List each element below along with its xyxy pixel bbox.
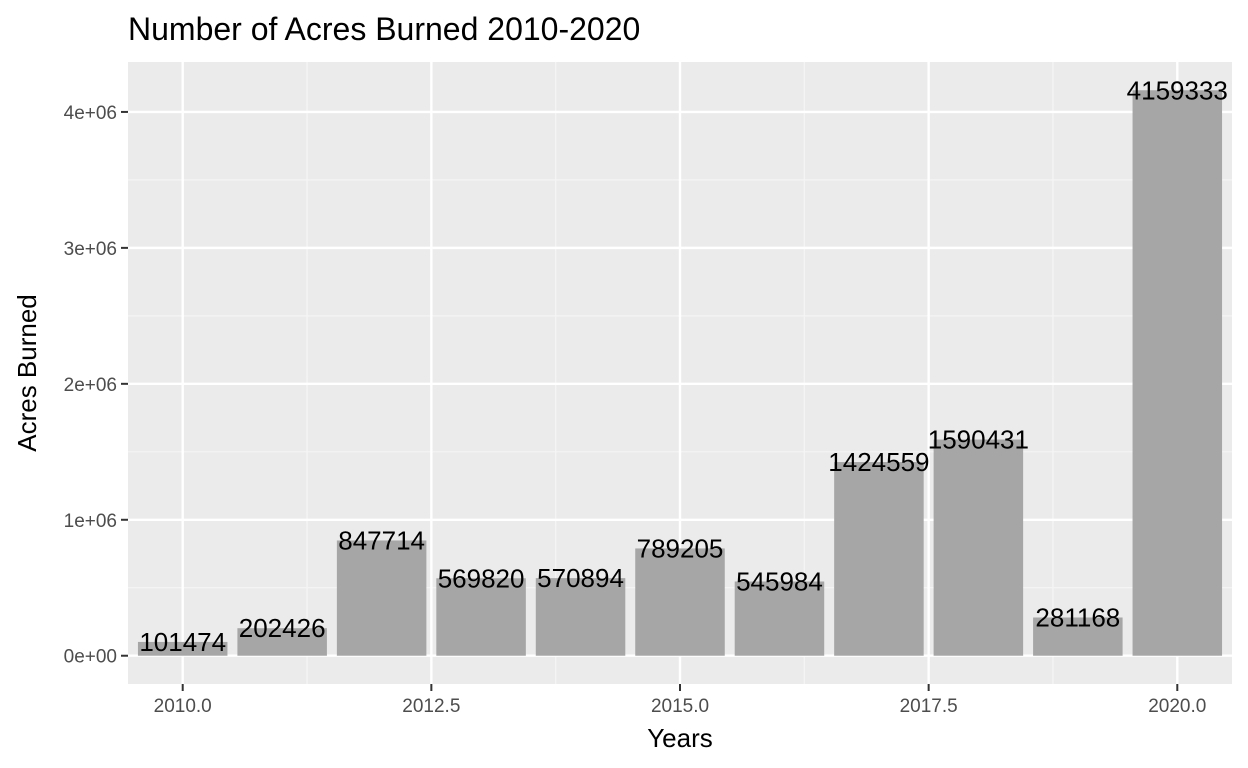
bar (535, 578, 626, 656)
bars (137, 90, 1223, 656)
data-label: 101474 (139, 627, 226, 657)
data-label: 569820 (438, 563, 525, 593)
data-label: 847714 (338, 525, 425, 555)
bar (734, 581, 825, 656)
y-tick-label: 0e+00 (64, 647, 117, 668)
x-axis: 2010.0 2012.5 2015.0 2017.5 2020.0 (154, 684, 1206, 717)
y-axis-title: Acres Burned (12, 294, 42, 452)
bar (436, 578, 526, 656)
bar (336, 540, 427, 656)
x-tick-label: 2012.5 (402, 696, 460, 717)
data-label: 1424559 (828, 447, 929, 477)
data-label: 4159333 (1127, 75, 1228, 105)
data-label: 570894 (537, 563, 624, 593)
data-label: 789205 (637, 533, 724, 563)
data-label: 202426 (239, 613, 326, 643)
data-labels: 101474 202426 847714 569820 570894 789205 5459… (139, 75, 1228, 657)
y-tick-label: 3e+06 (64, 239, 117, 260)
bar (237, 628, 327, 656)
bar (137, 641, 228, 656)
x-tick-label: 2010.0 (154, 696, 212, 717)
x-tick-label: 2017.5 (900, 696, 958, 717)
x-axis-title: Years (647, 723, 713, 753)
y-tick-label: 1e+06 (64, 511, 117, 532)
x-tick-label: 2020.0 (1148, 696, 1206, 717)
data-label: 281168 (1035, 603, 1120, 633)
major-gridlines (128, 62, 1232, 684)
bar (1033, 617, 1123, 656)
x-tick-label: 2015.0 (651, 696, 709, 717)
bar (635, 548, 725, 656)
y-axis: 0e+00 1e+06 2e+06 3e+06 4e+06 (64, 103, 128, 668)
bar (834, 462, 924, 656)
bar (1132, 90, 1223, 656)
bar (933, 439, 1024, 656)
data-label: 1590431 (928, 425, 1029, 455)
y-tick-label: 4e+06 (64, 103, 117, 124)
data-label: 545984 (736, 567, 823, 597)
chart-title: Number of Acres Burned 2010-2020 (128, 11, 640, 47)
y-tick-label: 2e+06 (64, 375, 117, 396)
